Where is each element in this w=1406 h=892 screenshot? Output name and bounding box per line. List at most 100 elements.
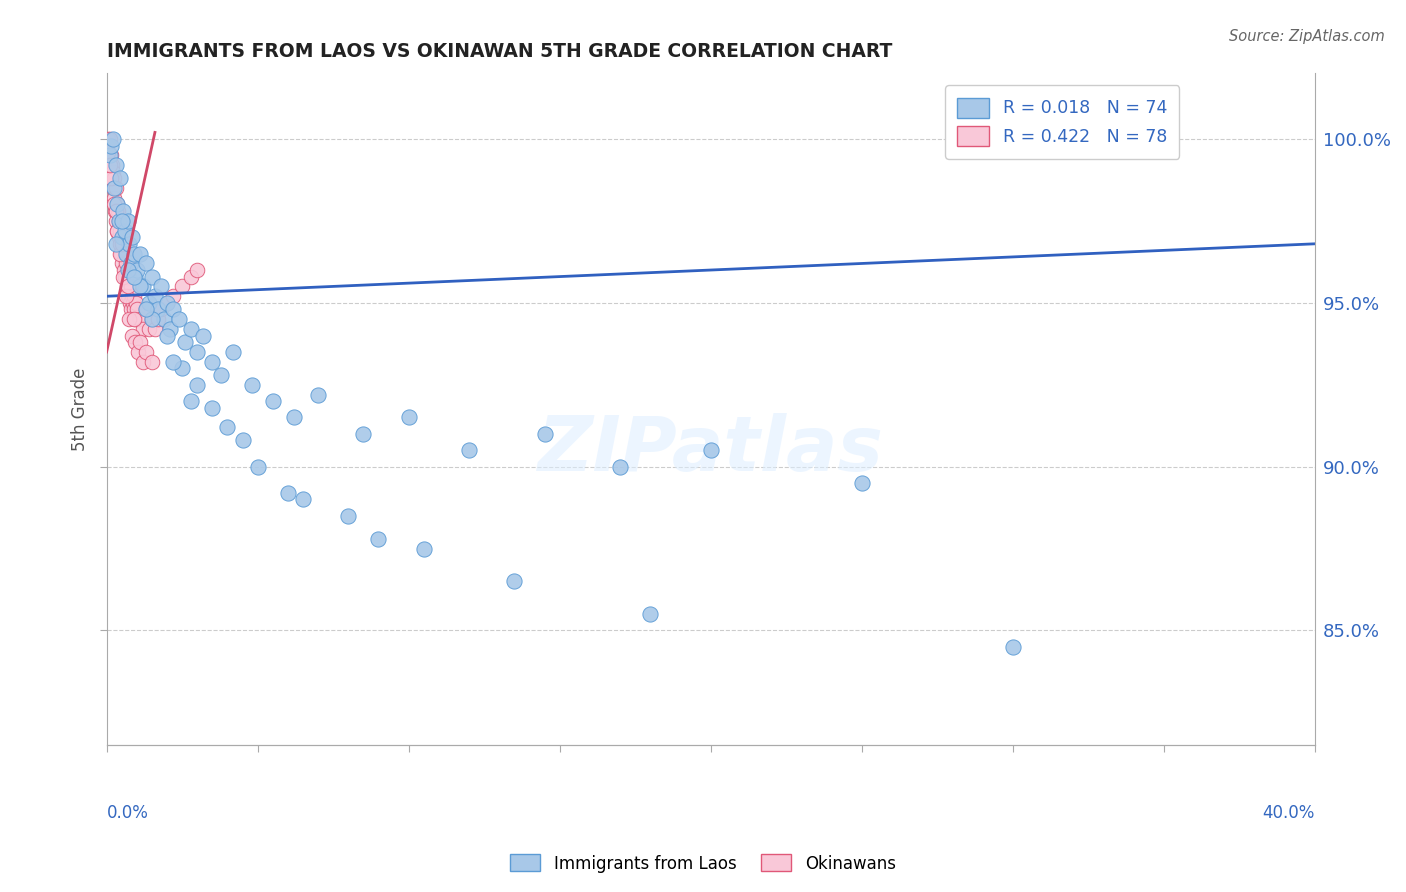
Point (114, 224, 136, 238)
Point (107, 230, 129, 244)
Point (124, 312, 146, 326)
Point (117, 279, 139, 293)
Point (111, 230, 134, 244)
Point (222, 345, 245, 359)
Point (167, 312, 190, 326)
Point (352, 426, 374, 441)
Point (122, 312, 145, 326)
Point (201, 401, 224, 415)
Point (105, 197, 128, 211)
Point (699, 443, 721, 458)
Point (104, 204, 127, 219)
Point (122, 269, 145, 284)
Point (114, 269, 136, 284)
Point (172, 279, 194, 293)
Point (172, 361, 194, 376)
Point (115, 289, 138, 303)
Point (193, 328, 215, 343)
Point (121, 289, 143, 303)
Point (149, 302, 172, 317)
Point (120, 256, 142, 270)
Point (186, 377, 208, 392)
Point (105, 214, 128, 228)
Point (141, 312, 163, 326)
Point (124, 269, 146, 284)
Point (1001, 640, 1024, 654)
Point (114, 246, 136, 260)
Point (107, 224, 129, 238)
Legend: R = 0.018   N = 74, R = 0.422   N = 78: R = 0.018 N = 74, R = 0.422 N = 78 (945, 86, 1180, 159)
Point (143, 322, 166, 336)
Point (132, 279, 155, 293)
Point (105, 197, 128, 211)
Point (135, 256, 157, 270)
Point (108, 214, 131, 228)
Point (98, 132, 121, 146)
Point (503, 574, 526, 589)
Point (141, 312, 163, 326)
Point (100, 148, 122, 162)
Point (121, 328, 143, 343)
Point (128, 312, 150, 326)
Point (117, 263, 139, 277)
Point (100, 171, 122, 186)
Point (180, 394, 202, 409)
Point (122, 295, 145, 310)
Point (120, 295, 142, 310)
Point (153, 312, 176, 326)
Point (156, 328, 179, 343)
Point (143, 289, 166, 303)
Point (609, 459, 631, 474)
Point (103, 197, 125, 211)
Point (156, 295, 179, 310)
Point (367, 532, 389, 546)
Point (122, 246, 145, 260)
Point (111, 230, 134, 244)
Point (277, 486, 299, 500)
Point (638, 607, 661, 621)
Point (98, 158, 121, 172)
Point (104, 181, 127, 195)
Point (107, 204, 129, 219)
Text: IMMIGRANTS FROM LAOS VS OKINAWAN 5TH GRADE CORRELATION CHART: IMMIGRANTS FROM LAOS VS OKINAWAN 5TH GRA… (107, 42, 891, 61)
Point (111, 256, 134, 270)
Point (125, 263, 148, 277)
Point (217, 420, 239, 434)
Point (117, 289, 139, 303)
Point (97, 148, 120, 162)
Point (120, 279, 142, 293)
Point (124, 335, 146, 350)
Point (138, 295, 160, 310)
Point (118, 269, 141, 284)
Text: Source: ZipAtlas.com: Source: ZipAtlas.com (1229, 29, 1385, 44)
Point (115, 246, 138, 260)
Point (125, 302, 148, 317)
Point (128, 279, 150, 293)
Point (100, 138, 122, 153)
Point (156, 295, 179, 310)
Point (98, 155, 121, 169)
Point (97, 132, 120, 146)
Point (231, 434, 253, 448)
Point (132, 355, 155, 369)
Point (108, 171, 131, 186)
Point (128, 335, 150, 350)
Point (307, 387, 329, 401)
Point (101, 132, 124, 146)
Point (118, 236, 141, 251)
Point (291, 492, 314, 507)
Point (240, 377, 263, 392)
Text: ZIPatlas: ZIPatlas (537, 413, 883, 487)
Point (138, 322, 160, 336)
Point (180, 322, 202, 336)
Point (112, 269, 135, 284)
Point (120, 302, 142, 317)
Point (117, 263, 139, 277)
Point (103, 191, 125, 205)
Point (103, 165, 125, 179)
Point (103, 181, 125, 195)
Point (98, 148, 121, 162)
Point (174, 335, 197, 350)
Point (111, 214, 134, 228)
Text: 40.0%: 40.0% (1263, 805, 1315, 822)
